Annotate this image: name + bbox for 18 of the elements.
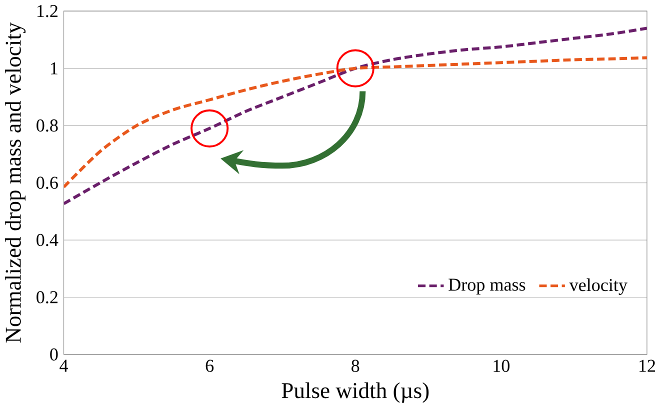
y-tick-label: 1 (51, 62, 58, 74)
y-tick-label: 0.8 (36, 120, 58, 132)
line-series (64, 56, 647, 189)
x-tick-label: 12 (640, 360, 655, 372)
x-tick-label: 10 (494, 360, 510, 372)
legend-label: Drop mass (448, 278, 526, 295)
y-tick-label: 1.2 (37, 5, 58, 18)
y-tick-label: 0.4 (36, 234, 58, 246)
y-tick-label: 0.6 (36, 176, 58, 190)
line-series (64, 26, 647, 206)
x-tick-label: 8 (352, 360, 360, 372)
y-axis-title: Normalized drop mass and velocity (5, 22, 26, 343)
y-tick-label: 0.2 (36, 291, 58, 304)
x-tick-label: 4 (60, 360, 68, 372)
legend-label: velocity (569, 278, 628, 295)
x-axis-title: Pulse width (µs) (282, 382, 429, 403)
x-tick-label: 6 (206, 360, 214, 372)
y-tick-label: 0 (50, 348, 58, 361)
